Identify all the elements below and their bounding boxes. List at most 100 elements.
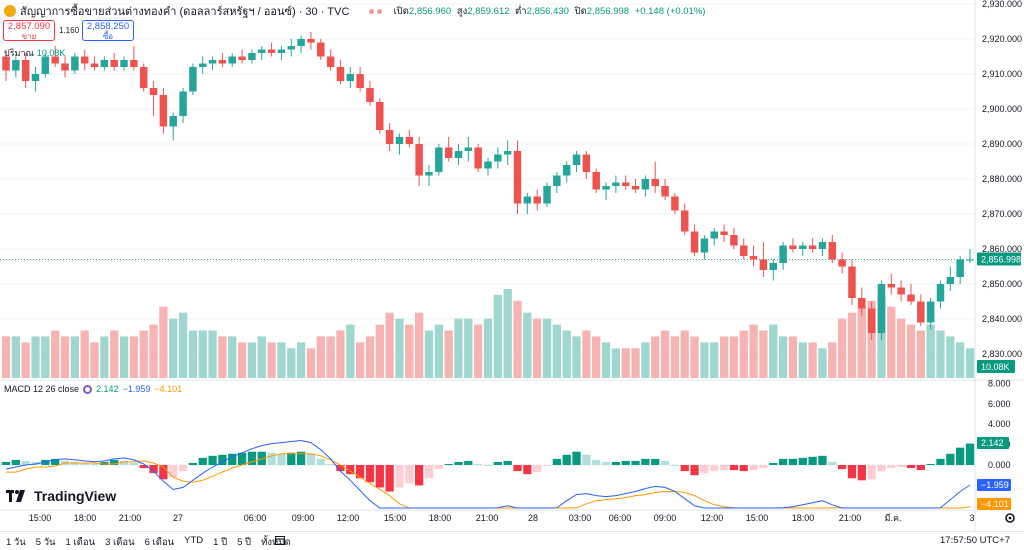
macd-histogram-bar: [523, 465, 532, 475]
volume-bar: [346, 324, 355, 378]
macd-histogram-bar: [31, 461, 40, 465]
candle: [80, 56, 89, 64]
volume-bar: [572, 336, 581, 378]
macd-histogram-bar: [149, 465, 158, 474]
volume-bar: [749, 324, 758, 378]
range-button[interactable]: 1 เดือน: [65, 537, 96, 548]
price-chart[interactable]: 2,930.000 2,920.000 2,910.000 2,900.000 2,89…: [0, 0, 1024, 531]
calendar-icon[interactable]: [275, 535, 285, 545]
time-tick-label: 18:00: [792, 513, 815, 523]
price-tick-label: 2,920.000: [982, 34, 1022, 44]
macd-histogram-bar: [965, 443, 975, 465]
candle: [189, 67, 197, 92]
price-tick-label: 2,890.000: [982, 139, 1022, 149]
macd-histogram-bar: [739, 465, 748, 472]
candle: [248, 53, 256, 60]
volume-bar: [474, 324, 483, 378]
volume-legend[interactable]: ปริมาณ 10.08K: [4, 48, 66, 58]
candle: [966, 259, 974, 261]
range-button[interactable]: 5 วัน: [35, 537, 56, 548]
candle: [671, 196, 679, 211]
macd-histogram-bar: [237, 452, 247, 465]
volume-bar: [847, 312, 857, 378]
macd-tick-label: 6.000: [988, 399, 1011, 409]
macd-histogram-bar: [729, 465, 739, 471]
macd-histogram-bar: [641, 458, 650, 465]
volume-bar: [119, 336, 129, 378]
candle: [277, 49, 286, 53]
symbol-title[interactable]: สัญญาการซื้อขายส่วนต่างทองคำ (ดอลลาร์สหร…: [20, 6, 350, 18]
volume-bar: [454, 318, 463, 378]
status-dots[interactable]: [369, 8, 383, 14]
status-dot-icon: [369, 8, 375, 14]
time-tick-label: 21:00: [476, 513, 499, 523]
macd-histogram-bar: [257, 451, 266, 465]
macd-histogram-bar: [139, 465, 148, 469]
candle: [110, 60, 118, 67]
range-button[interactable]: 3 เดือน: [105, 537, 135, 548]
macd-histogram-bar: [287, 452, 296, 465]
volume-bar: [680, 330, 689, 378]
volume-bar: [1, 336, 11, 378]
range-button[interactable]: 1 ปี: [213, 537, 228, 548]
spread-value: 1.160: [59, 26, 80, 35]
volume-bar: [336, 330, 345, 378]
range-button[interactable]: 5 ปี: [237, 537, 252, 548]
macd-histogram-bar: [778, 458, 788, 465]
volume-bar: [542, 318, 552, 378]
candle: [562, 165, 571, 176]
range-button[interactable]: YTD: [184, 535, 204, 546]
price-tick-label: 2,850.000: [982, 279, 1022, 289]
volume-bar: [306, 348, 316, 378]
volume-bar: [483, 318, 493, 378]
volume-bar: [365, 336, 375, 378]
tradingview-logo[interactable]: TradingView: [6, 488, 116, 504]
price-tick-label: 2,900.000: [982, 104, 1022, 114]
macd-histogram-bar: [405, 465, 414, 484]
clock-timezone[interactable]: 17:57:50 UTC+7: [940, 535, 1010, 546]
macd-line-badge: [977, 479, 1011, 491]
range-button[interactable]: 1 วัน: [6, 537, 26, 548]
volume-bar: [946, 336, 955, 378]
candle: [474, 147, 482, 169]
candle: [572, 154, 581, 165]
macd-histogram-bar: [365, 465, 375, 483]
candle: [926, 301, 935, 323]
volume-bar: [90, 342, 99, 378]
macd-histogram-bar: [611, 461, 621, 465]
candle: [838, 259, 846, 267]
candle: [385, 130, 394, 144]
candle: [169, 116, 177, 127]
macd-histogram-bar: [316, 458, 325, 465]
macd-histogram-bar: [621, 460, 630, 465]
macd-histogram-bar: [375, 465, 384, 488]
range-button[interactable]: 6 เดือน: [144, 537, 175, 548]
settings-gear-icon[interactable]: [1004, 512, 1016, 524]
macd-legend[interactable]: MACD 12 26 close 2.142 −1.959 −4.101: [4, 384, 183, 394]
macd-histogram-bar: [533, 465, 542, 473]
macd-histogram-bar: [41, 459, 50, 465]
price-tick-label: 2,860.000: [982, 244, 1022, 254]
macd-histogram-bar: [395, 465, 404, 488]
candle: [661, 186, 669, 197]
candle: [395, 137, 404, 144]
volume-bar: [897, 318, 906, 378]
volume-bar: [621, 348, 630, 378]
candle: [877, 284, 886, 333]
candle: [533, 196, 541, 204]
signal-badge-label: −4.101: [981, 499, 1009, 509]
sell-button[interactable]: 2,857.090 ขาย: [3, 20, 55, 41]
volume-bar: [769, 324, 778, 378]
buy-button[interactable]: 2,858.250 ซื้อ: [82, 20, 134, 41]
candle: [523, 196, 532, 204]
macd-histogram-bar: [296, 451, 306, 465]
ohlc-readout: เปิด2,856.960 สูง2,859.612 ต่ำ2,856.430 …: [393, 5, 706, 17]
volume-bar: [267, 342, 276, 378]
volume-bar: [660, 330, 670, 378]
macd-histogram-bar: [1, 461, 11, 465]
symbol-header: สัญญาการซื้อขายส่วนต่างทองคำ (ดอลลาร์สหร…: [4, 3, 708, 19]
macd-histogram-bar: [700, 465, 709, 474]
price-tick-label: 2,910.000: [982, 69, 1022, 79]
volume-bar: [592, 336, 601, 378]
volume-bar: [415, 312, 424, 378]
